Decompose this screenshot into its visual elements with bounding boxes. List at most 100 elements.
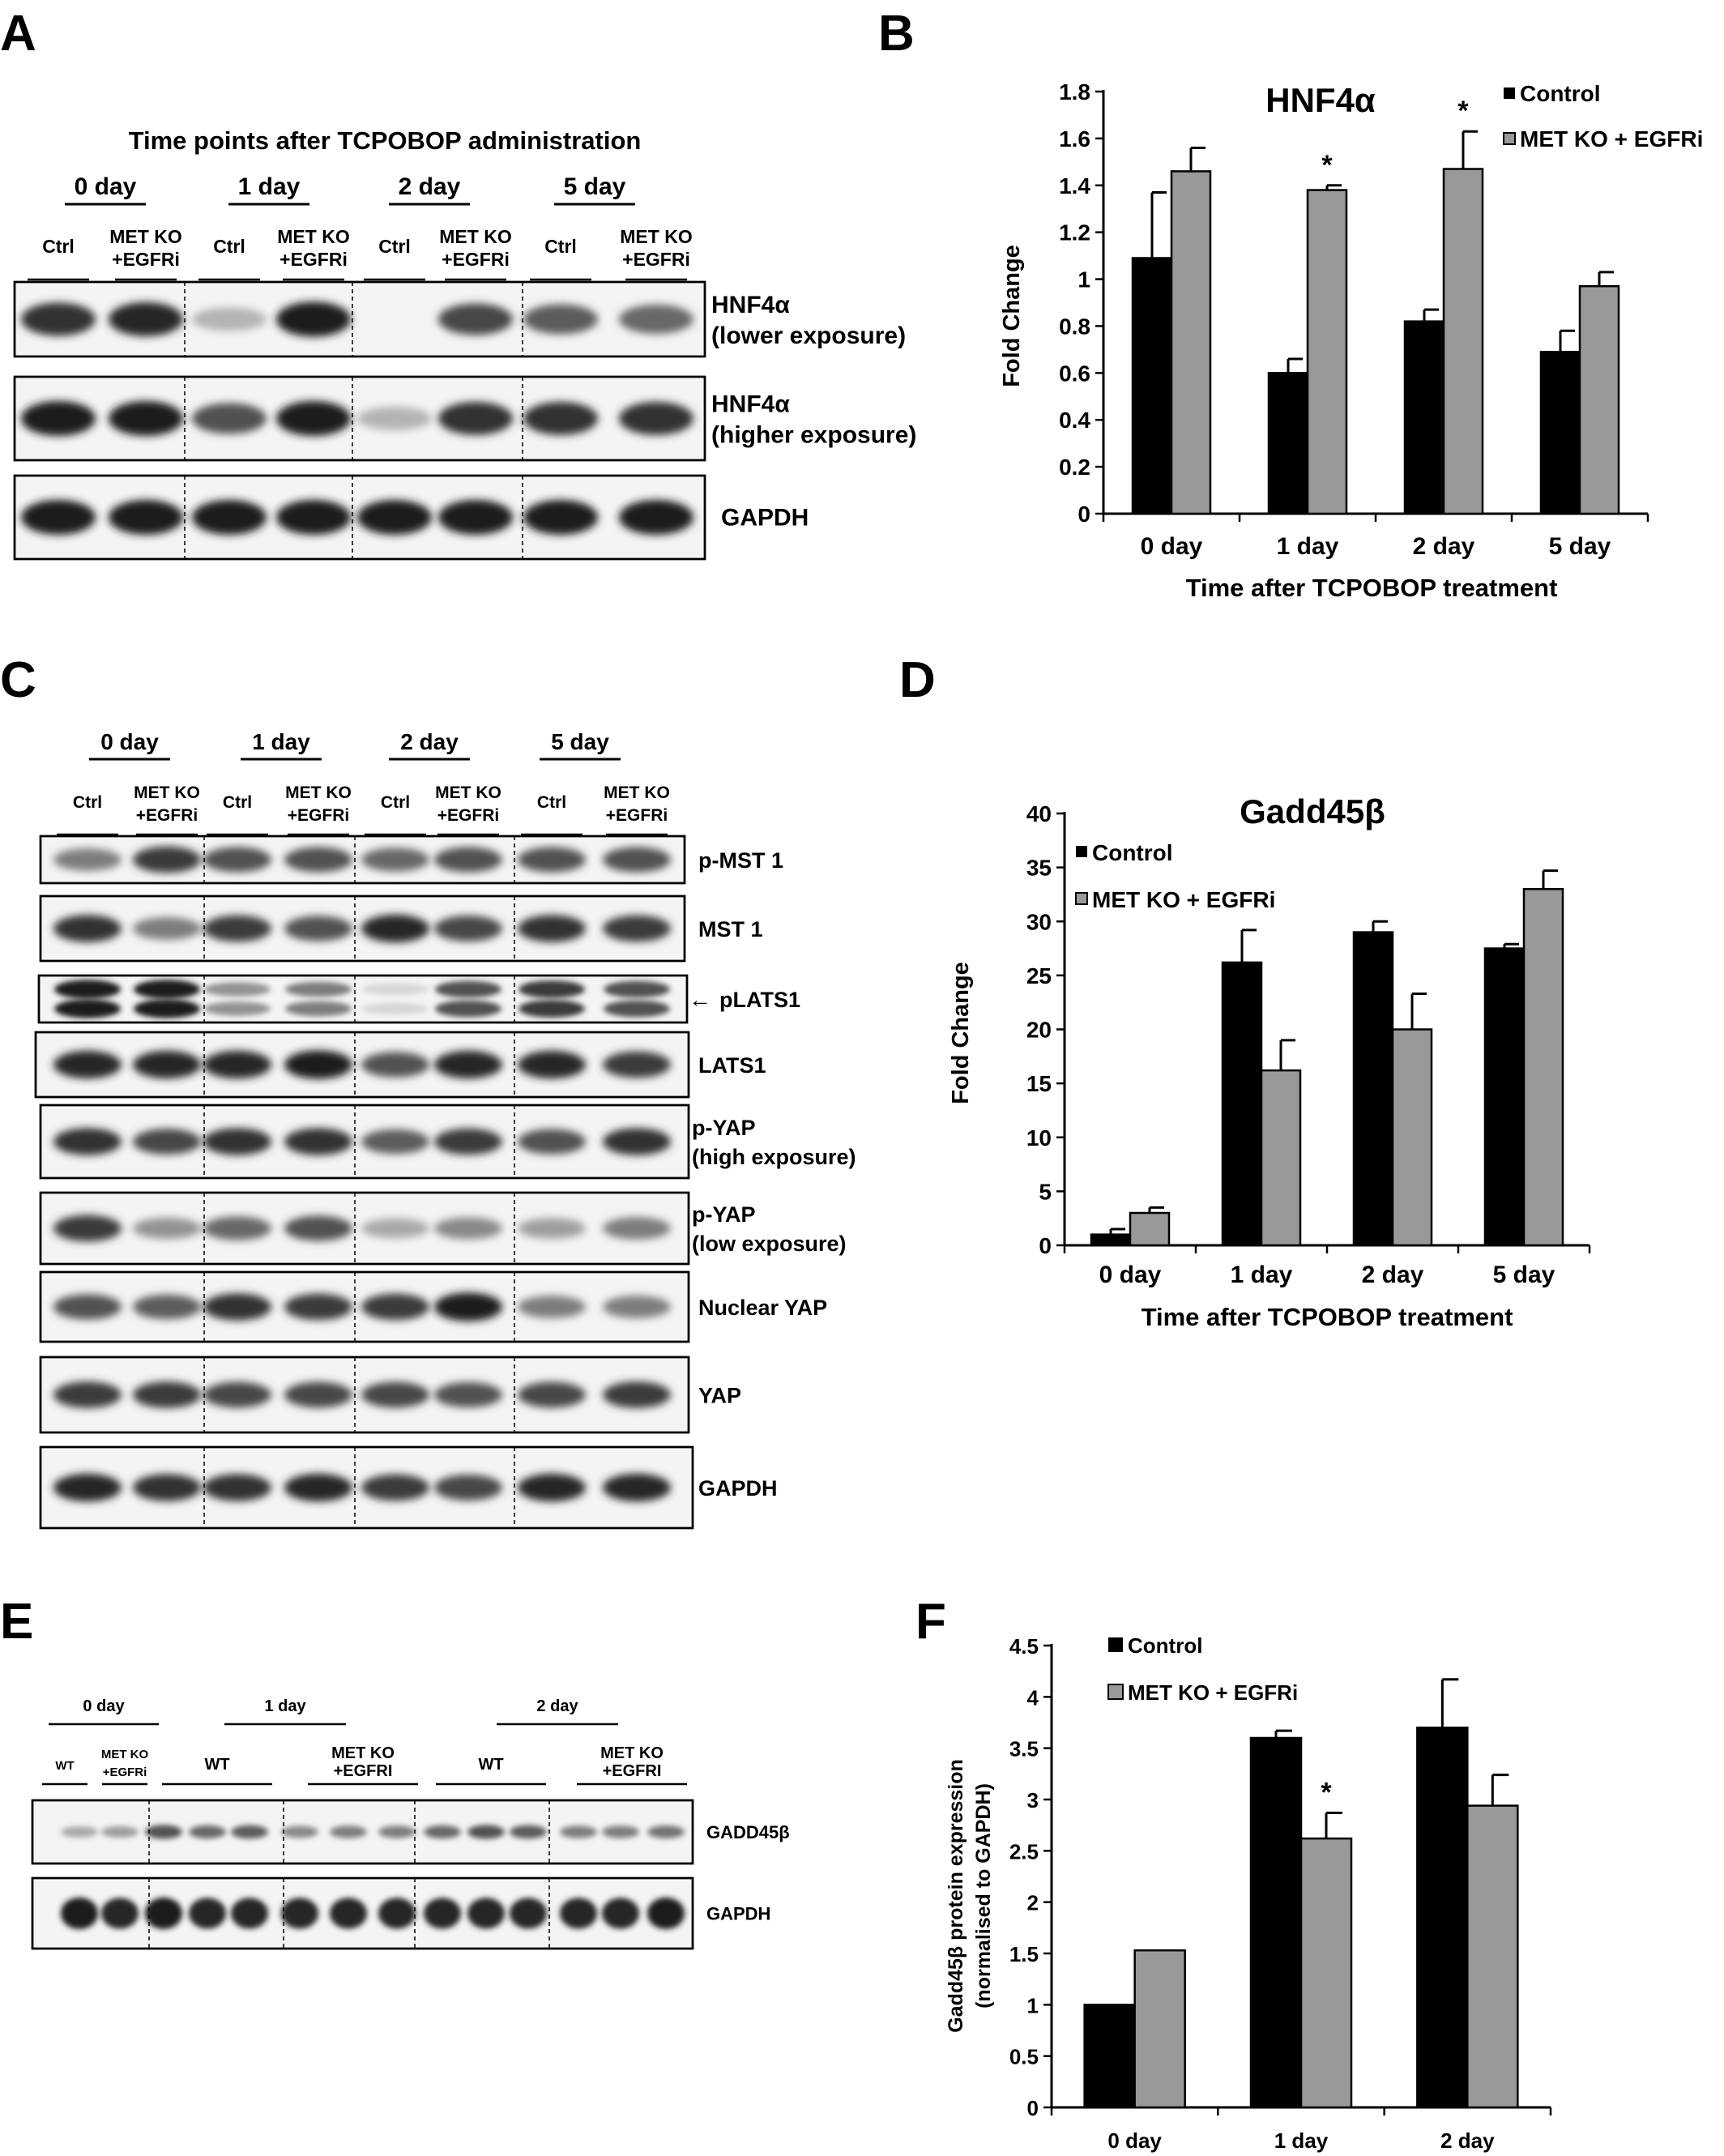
blot-band [54,980,121,999]
blot-border [13,474,706,561]
blot-border [37,974,689,1024]
row-label: GADD45β [706,1822,790,1842]
blot-band [203,915,271,942]
blot-strip [37,974,689,1024]
bar [1249,1736,1303,2109]
bar [1083,2004,1136,2109]
blot-band [438,401,513,436]
x-tick-label: 5 day [1549,533,1611,560]
blot-band [518,1473,586,1502]
y-tick-label: 35 [1026,856,1052,881]
blot-e-rows: GADD45β GAPDH [31,1799,790,1950]
blot-band [133,846,201,873]
blot-band [276,499,351,536]
blot-band [284,1215,352,1241]
blot-band [604,980,670,998]
blot-band [203,1216,271,1240]
lane-label-metko: MET KO [600,1744,664,1762]
blot-border [39,835,686,885]
chart-f-plot: 0 0.5 1 1.5 2 2.5 3 3.5 4 4.5 0 day 1 day 2 day * [1009,1634,1552,2153]
blot-band [438,303,513,335]
blot-band [61,1826,98,1838]
lane-label-wt: WT [204,1756,229,1774]
blot-band [192,307,267,331]
chart-b: HNF4α Fold Change Time after TCPOBOP tre… [999,79,1703,602]
blot-band [619,304,693,335]
blot-band [357,499,432,536]
y-tick-label: 25 [1026,963,1052,988]
blot-band [53,1050,122,1079]
blot-band [276,400,351,437]
group-label: 2 day [536,1697,578,1715]
blot-band [276,301,351,337]
blot-c-rows: p-MST 1 MST 1 ← pLATS1 LATS1 p-YAP (high expos… [34,835,856,1530]
y-tick-label: 0 [1078,502,1090,527]
blot-band [204,982,271,997]
y-tick-label: 2 [1027,1891,1039,1915]
blot-band [434,1128,502,1155]
row-label: YAP [698,1384,741,1408]
significance-marker: * [1321,1777,1332,1808]
row-label: GAPDH [721,505,809,532]
blot-band [518,1129,586,1155]
blot-band [518,1296,586,1318]
legend-label-metko: MET KO + EGFRi [1128,1680,1298,1705]
bar [1522,888,1564,1247]
blot-c-header: 0 day 1 day 2 day 5 day Ctrl MET KO +EGFRi Ctrl… [57,729,670,836]
blot-band [284,1050,352,1079]
lane-label-metko: MET KO [439,226,511,247]
blot-band [647,1897,685,1930]
group-label: 2 day [399,173,461,200]
lane-label-metko: MET KO [109,226,181,247]
blot-band [101,1898,139,1929]
blot-band [61,1897,98,1930]
blot-border [39,1356,690,1434]
panel-letter-b: B [878,6,915,62]
blot-band [467,1898,505,1929]
blot-band [109,301,183,337]
lane-label-ctrl: Ctrl [544,236,577,257]
row-label: HNF4α [711,292,790,318]
lane-label-ctrl: Ctrl [537,793,566,812]
lane-label-metko: MET KO [277,226,349,247]
blot-band [285,1001,352,1017]
x-tick-label: 1 day [1231,1262,1293,1288]
blot-band [133,1474,201,1501]
blot-band [361,1474,429,1501]
chart-f-legend: Control MET KO + EGFRi [1107,1633,1298,1705]
blot-band [603,1473,671,1502]
chart-b-ylabel: Fold Change [999,245,1025,387]
blot-band [53,1473,122,1502]
blot-band [560,1898,597,1929]
row-label: GAPDH [698,1476,778,1501]
legend-swatch-metko [1075,892,1088,905]
blot-band [438,499,513,536]
y-tick-label: 40 [1026,801,1052,826]
y-tick-label: 0.8 [1059,314,1090,339]
y-tick-label: 1.6 [1059,126,1090,152]
lane-label-egfri: +EGFRi [136,806,198,825]
bar [1260,1069,1302,1247]
blot-band [523,499,598,536]
y-tick-label: 0.4 [1059,408,1090,433]
blot-border [13,280,706,358]
blot-border [31,1876,694,1950]
blot-band [362,983,429,996]
y-tick-label: 0.6 [1059,361,1090,386]
blot-band [109,499,183,536]
blot-band [133,1381,201,1408]
lane-label-egfri: +EGFRI [603,1762,662,1780]
y-tick-label: 4 [1027,1685,1039,1710]
legend-label-control: Control [1128,1633,1202,1658]
lane-label-egfri: +EGFRi [622,249,690,270]
blot-band [145,1825,182,1839]
y-tick-label: 30 [1026,909,1052,934]
blot-band [523,304,598,335]
blot-band [357,406,432,431]
legend-swatch-metko [1107,1684,1124,1700]
blot-band [109,400,183,437]
chart-b-legend: Control MET KO + EGFRi [1503,81,1703,152]
y-tick-label: 1 [1027,1993,1039,2017]
blot-band [53,1215,122,1242]
